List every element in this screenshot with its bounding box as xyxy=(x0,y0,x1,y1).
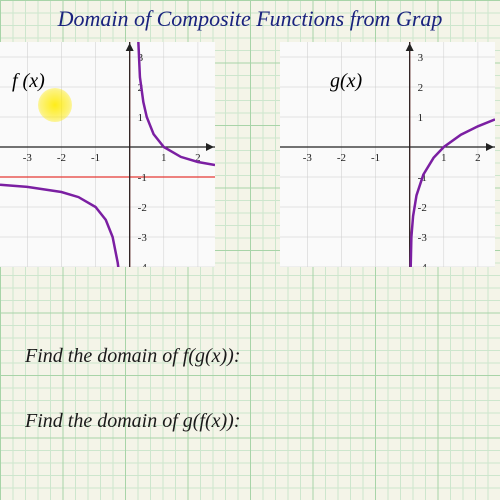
question-1: Find the domain of f(g(x)): xyxy=(25,345,241,368)
function-label-g: g(x) xyxy=(330,70,362,93)
question-2: Find the domain of g(f(x)): xyxy=(25,410,241,433)
svg-text:-1: -1 xyxy=(138,172,147,184)
svg-text:1: 1 xyxy=(138,112,144,124)
svg-text:1: 1 xyxy=(418,112,424,124)
svg-text:-3: -3 xyxy=(23,152,33,164)
svg-text:-2: -2 xyxy=(418,202,427,214)
svg-text:-1: -1 xyxy=(91,152,100,164)
svg-text:-2: -2 xyxy=(57,152,66,164)
page-title: Domain of Composite Functions from Grap xyxy=(0,6,500,32)
chart-g: -3-2-112-4-3-2-1123 xyxy=(280,42,495,267)
svg-text:2: 2 xyxy=(418,82,424,94)
svg-text:-1: -1 xyxy=(371,152,380,164)
svg-text:3: 3 xyxy=(418,52,424,64)
function-label-f: f (x) xyxy=(12,70,45,93)
svg-text:-4: -4 xyxy=(418,262,428,267)
svg-text:-2: -2 xyxy=(337,152,346,164)
cursor-highlight xyxy=(38,88,72,122)
svg-text:-4: -4 xyxy=(138,262,148,267)
svg-text:-2: -2 xyxy=(138,202,147,214)
svg-text:2: 2 xyxy=(475,152,481,164)
svg-text:1: 1 xyxy=(441,152,447,164)
svg-text:-3: -3 xyxy=(138,232,148,244)
svg-text:-3: -3 xyxy=(303,152,313,164)
svg-text:1: 1 xyxy=(161,152,167,164)
svg-text:-3: -3 xyxy=(418,232,428,244)
